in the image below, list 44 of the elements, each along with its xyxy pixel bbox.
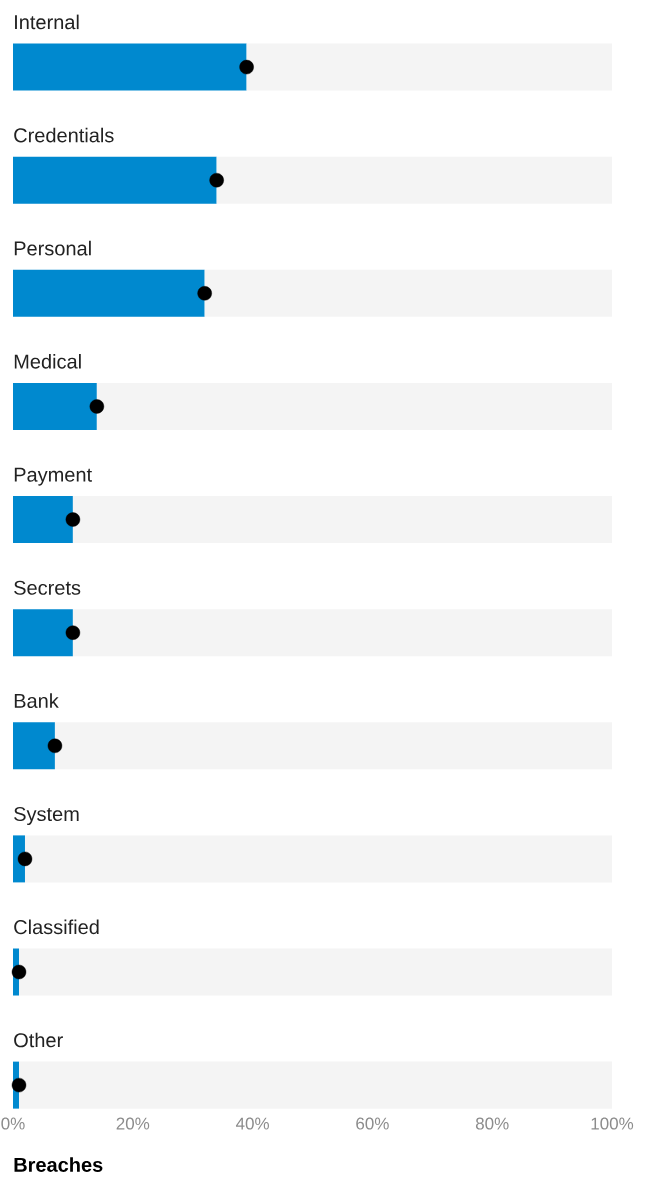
bar (13, 43, 247, 91)
point (209, 173, 224, 188)
x-tick-label: 100% (591, 1117, 634, 1130)
bar (13, 156, 217, 204)
point (197, 286, 212, 301)
bar (18, 948, 613, 996)
x-tick-label: 80% (475, 1117, 509, 1130)
bar (54, 722, 613, 770)
point (17, 851, 33, 867)
x-axis-title: Breaches (14, 1157, 103, 1172)
x-tick-label: 60% (356, 1117, 389, 1130)
point (11, 1077, 27, 1093)
bar (204, 269, 613, 317)
y-tick-label: Other (14, 1032, 63, 1048)
y-tick-label: Secrets (14, 580, 81, 595)
bar (216, 156, 613, 204)
x-tick-label: 20% (116, 1117, 150, 1130)
bar (24, 835, 613, 883)
bar (72, 609, 613, 657)
point (65, 625, 81, 640)
y-tick-label: Medical (14, 353, 81, 369)
bar (13, 496, 73, 544)
bar (246, 43, 613, 91)
point (239, 59, 254, 75)
bar (13, 382, 97, 430)
bar (13, 269, 205, 317)
bar (96, 382, 613, 430)
y-tick-label: Payment (14, 467, 92, 486)
point (65, 512, 81, 527)
y-tick-label: Personal (14, 240, 91, 256)
y-tick-label: Bank (14, 693, 59, 708)
y-tick-label: System (14, 806, 79, 826)
y-tick-label: Internal (15, 14, 79, 30)
bar (18, 1061, 613, 1109)
point (47, 738, 63, 753)
x-tick-label: 40% (235, 1117, 269, 1130)
bar (13, 609, 73, 657)
point (89, 399, 105, 414)
x-tick-label: 0% (1, 1117, 25, 1130)
point (11, 964, 27, 980)
bar (72, 496, 613, 544)
bar (13, 722, 55, 770)
y-tick-label: Credentials (14, 127, 114, 143)
y-tick-label: Classified (14, 919, 99, 935)
